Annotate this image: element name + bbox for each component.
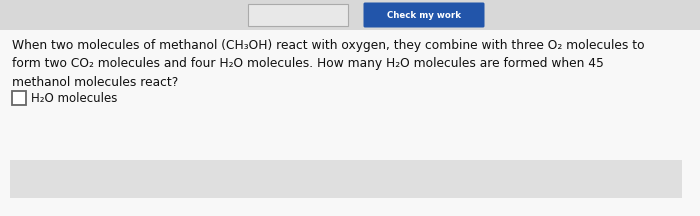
Bar bbox=[10, 160, 682, 198]
Bar bbox=[12, 91, 26, 105]
FancyBboxPatch shape bbox=[363, 3, 484, 27]
Bar bbox=[0, 30, 700, 216]
Text: Check my work: Check my work bbox=[387, 11, 461, 19]
Bar bbox=[0, 0, 700, 30]
Text: When two molecules of methanol (CH₃OH) react with oxygen, they combine with thre: When two molecules of methanol (CH₃OH) r… bbox=[12, 40, 645, 52]
Text: methanol molecules react?: methanol molecules react? bbox=[12, 76, 178, 89]
Text: H₂O molecules: H₂O molecules bbox=[31, 92, 118, 105]
Bar bbox=[248, 4, 348, 26]
Text: form two CO₂ molecules and four H₂O molecules. How many H₂O molecules are formed: form two CO₂ molecules and four H₂O mole… bbox=[12, 57, 604, 70]
